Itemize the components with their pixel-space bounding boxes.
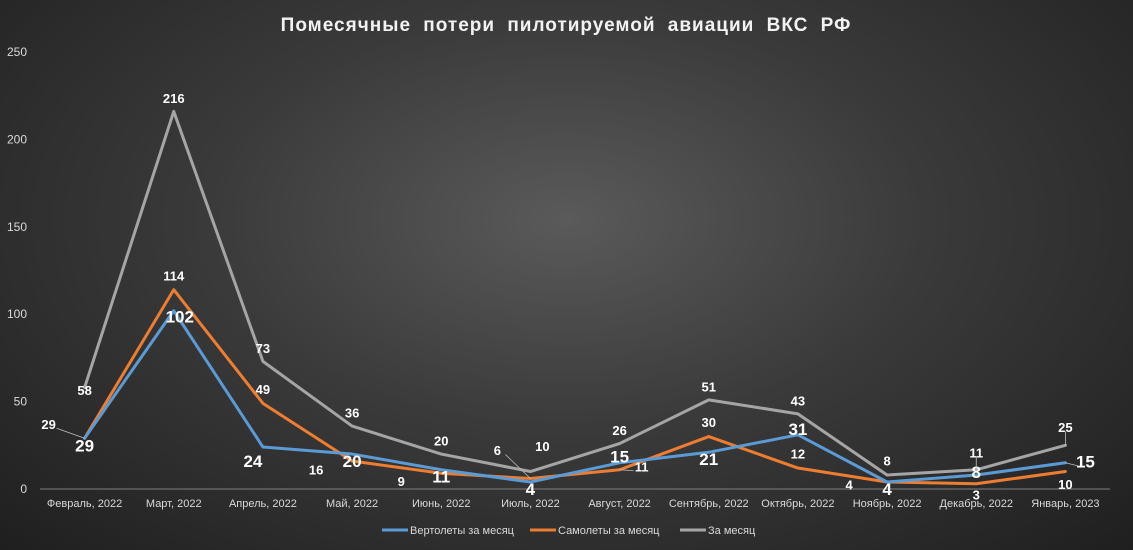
data-label: 114: [163, 268, 185, 283]
legend-label: Самолеты за месяц: [558, 525, 660, 537]
data-label: 15: [1076, 453, 1095, 472]
data-label: 30: [702, 415, 716, 430]
y-tick-label: 200: [7, 132, 27, 146]
x-axis: Февраль, 2022 Март, 2022 Апрель, 2022 Май, …: [47, 498, 1100, 510]
chart-title: Помесячные потери пилотируемой авиации В…: [281, 15, 852, 36]
legend-label: За месяц: [708, 525, 756, 537]
data-label: 29: [41, 417, 55, 432]
leader-line: [505, 454, 531, 479]
data-label: 11: [432, 468, 450, 487]
data-label: 29: [75, 436, 94, 455]
y-tick-label: 0: [20, 482, 27, 496]
data-label: 9: [398, 474, 405, 489]
data-label: 21: [699, 450, 718, 469]
data-label: 26: [612, 423, 626, 438]
data-label: 10: [535, 439, 549, 454]
leader-line: [619, 469, 634, 472]
data-label: 49: [256, 382, 270, 397]
data-label: 216: [163, 91, 185, 106]
x-tick-label: Апрель, 2022: [229, 498, 297, 510]
x-tick-label: Октябрь, 2022: [761, 498, 834, 510]
data-label: 20: [343, 452, 362, 471]
y-tick-label: 50: [14, 395, 28, 409]
y-tick-label: 100: [7, 307, 27, 321]
data-label: 31: [788, 420, 807, 439]
data-label: 11: [969, 445, 983, 460]
data-label: 36: [345, 406, 359, 421]
data-label: 73: [256, 341, 270, 356]
data-label: 8: [883, 454, 890, 469]
x-tick-label: Ноябрь, 2022: [853, 498, 922, 510]
series-layer: [83, 109, 1067, 486]
leader-line: [1065, 462, 1078, 467]
x-tick-label: Март, 2022: [146, 498, 202, 510]
data-label: 102: [166, 308, 194, 327]
leader-line: [56, 427, 85, 439]
x-tick-label: Май, 2022: [326, 498, 378, 510]
x-tick-label: Июнь, 2022: [412, 498, 471, 510]
data-label: 8: [972, 463, 981, 482]
y-axis: 0 50 100 150 200 250: [7, 45, 27, 496]
data-label: 10: [1058, 477, 1072, 492]
y-tick-label: 150: [7, 220, 27, 234]
data-label: 15: [610, 448, 629, 467]
series-line-1: [83, 288, 1067, 486]
data-label: 25: [1058, 420, 1072, 435]
data-label: 43: [791, 393, 805, 408]
data-label: 51: [702, 379, 716, 394]
data-label: 4: [882, 480, 892, 499]
data-label: 24: [243, 452, 262, 471]
x-tick-label: Февраль, 2022: [47, 498, 122, 510]
series-line-0: [83, 309, 1067, 484]
data-label: 4: [845, 478, 853, 493]
legend-label: Вертолеты за месяц: [410, 525, 515, 537]
y-tick-label: 250: [7, 45, 27, 59]
x-tick-label: Январь, 2023: [1031, 498, 1099, 510]
data-label: 20: [434, 434, 448, 449]
x-tick-label: Декабрь, 2022: [940, 498, 1013, 510]
x-tick-label: Сентябрь, 2022: [669, 498, 749, 510]
legend: Вертолеты за месяц Самолеты за месяц За ме…: [382, 525, 756, 537]
data-label: 3: [973, 487, 980, 502]
data-label: 6: [494, 443, 501, 458]
data-label: 4: [526, 480, 536, 499]
data-label: 58: [77, 383, 91, 398]
x-tick-label: Июль, 2022: [501, 498, 560, 510]
series-line-2: [83, 109, 1067, 477]
data-label: 11: [635, 459, 649, 474]
data-label: 16: [309, 463, 323, 478]
x-tick-label: Август, 2022: [588, 498, 650, 510]
data-label: 12: [791, 447, 805, 462]
